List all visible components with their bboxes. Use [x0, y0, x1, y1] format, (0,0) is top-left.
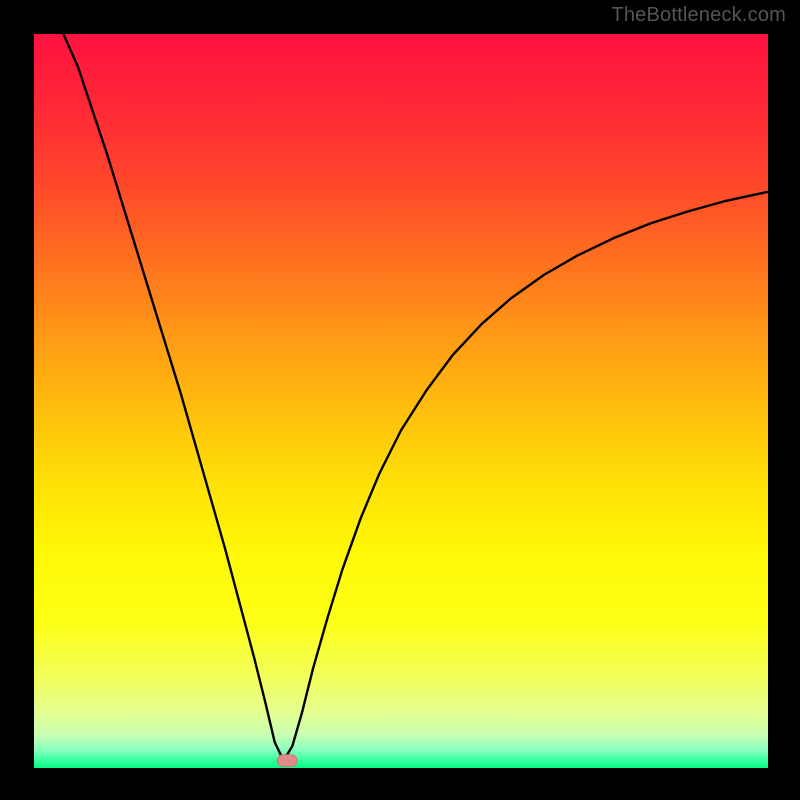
optimal-point-marker: [277, 755, 297, 767]
chart-container: TheBottleneck.com: [0, 0, 800, 800]
gradient-background: [34, 34, 768, 768]
bottleneck-chart: [0, 0, 800, 800]
